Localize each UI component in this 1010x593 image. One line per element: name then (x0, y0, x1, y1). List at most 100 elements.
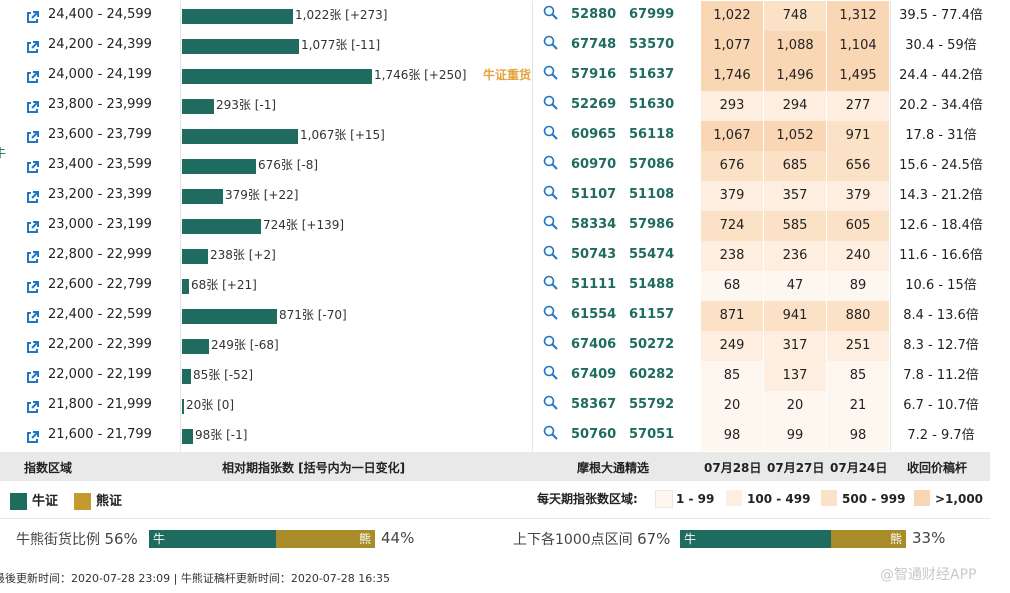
search-icon[interactable] (543, 275, 559, 291)
warrant-code-link[interactable]: 51107 (571, 187, 617, 202)
warrant-code-link[interactable]: 52269 (571, 97, 617, 112)
volume-bar-label: 98张 [-1] (195, 428, 248, 442)
warrant-code-link[interactable]: 67748 (571, 37, 617, 52)
external-link-icon[interactable] (26, 159, 39, 173)
index-range: 23,600 - 23,799 (48, 127, 152, 142)
external-link-icon[interactable] (26, 369, 39, 383)
volume-bar-label: 676张 [-8] (258, 158, 319, 172)
volume-bar (182, 69, 372, 84)
warrant-code-link[interactable]: 57986 (629, 217, 675, 232)
volume-day-2: 585 (763, 211, 826, 241)
volume-bar-label: 85张 [-52] (193, 368, 254, 382)
search-icon[interactable] (543, 215, 559, 231)
search-icon[interactable] (543, 425, 559, 441)
header-range: 指数区域 (24, 461, 73, 475)
search-icon[interactable] (543, 365, 559, 381)
external-link-icon[interactable] (26, 189, 39, 203)
warrant-code-link[interactable]: 51637 (629, 67, 675, 82)
warrant-code-link[interactable]: 50272 (629, 337, 675, 352)
heavy-position-tag: 牛证重货 (482, 68, 531, 82)
warrant-code-link[interactable]: 67999 (629, 7, 675, 22)
external-link-icon[interactable] (26, 219, 39, 233)
warrant-code-link[interactable]: 55792 (629, 397, 675, 412)
volume-day-3: 1,312 (826, 1, 889, 31)
external-link-icon[interactable] (26, 39, 39, 53)
warrant-code-link[interactable]: 61554 (571, 307, 617, 322)
warrant-code-link[interactable]: 58367 (571, 397, 617, 412)
warrant-code-link[interactable]: 51630 (629, 97, 675, 112)
table-row: 24,200 - 24,399 1,077张 [-11] 67748 53570 1,0… (0, 31, 990, 61)
external-link-icon[interactable] (26, 9, 39, 23)
external-link-icon[interactable] (26, 249, 39, 263)
warrant-code-link[interactable]: 57086 (629, 157, 675, 172)
leverage-range: 17.8 - 31倍 (890, 121, 991, 151)
jpm-picks-cell: 58367 55792 (532, 391, 701, 421)
leverage-range: 15.6 - 24.5倍 (890, 151, 991, 181)
warrant-code-link[interactable]: 58334 (571, 217, 617, 232)
warrant-code-link[interactable]: 60965 (571, 127, 617, 142)
search-icon[interactable] (543, 335, 559, 351)
warrant-code-link[interactable]: 56118 (629, 127, 675, 142)
index-range: 21,600 - 21,799 (48, 427, 152, 442)
volume-day-1: 379 (700, 181, 763, 211)
leverage-range: 7.8 - 11.2倍 (890, 361, 991, 391)
search-icon[interactable] (543, 35, 559, 51)
warrant-code-link[interactable]: 60970 (571, 157, 617, 172)
warrant-code-link[interactable]: 50743 (571, 247, 617, 262)
search-icon[interactable] (543, 95, 559, 111)
external-link-icon[interactable] (26, 399, 39, 413)
volume-bar (182, 369, 191, 384)
external-link-icon[interactable] (26, 69, 39, 83)
search-icon[interactable] (543, 185, 559, 201)
jpm-picks-cell: 67409 60282 (532, 361, 701, 391)
warrant-code-link[interactable]: 51108 (629, 187, 675, 202)
legend-bull: 牛证 (10, 490, 58, 510)
warrant-code-link[interactable]: 60282 (629, 367, 675, 382)
volume-day-2: 1,088 (763, 31, 826, 61)
search-icon[interactable] (543, 395, 559, 411)
search-icon[interactable] (543, 155, 559, 171)
legend-bear: 熊证 (74, 490, 122, 510)
external-link-icon[interactable] (26, 429, 39, 443)
warrant-code-link[interactable]: 61157 (629, 307, 675, 322)
search-icon[interactable] (543, 125, 559, 141)
volume-bar-label: 871张 [-70] (279, 308, 347, 322)
volume-day-2: 357 (763, 181, 826, 211)
volume-bar-label: 724张 [+139] (263, 218, 345, 232)
warrant-code-link[interactable]: 52880 (571, 7, 617, 22)
external-link-icon[interactable] (26, 99, 39, 113)
external-link-icon[interactable] (26, 129, 39, 143)
external-link-icon[interactable] (26, 279, 39, 293)
warrant-code-link[interactable]: 51111 (571, 277, 617, 292)
volume-day-3: 98 (826, 421, 889, 451)
volume-day-3: 240 (826, 241, 889, 271)
volume-day-1: 98 (700, 421, 763, 451)
warrant-code-link[interactable]: 50760 (571, 427, 617, 442)
table-row: 22,200 - 22,399 249张 [-68] 67406 50272 249 31… (0, 331, 990, 361)
external-link-icon[interactable] (26, 309, 39, 323)
warrant-code-link[interactable]: 67409 (571, 367, 617, 382)
search-icon[interactable] (543, 245, 559, 261)
warrant-code-link[interactable]: 57916 (571, 67, 617, 82)
warrant-code-link[interactable]: 53570 (629, 37, 675, 52)
warrant-code-link[interactable]: 67406 (571, 337, 617, 352)
external-link-icon[interactable] (26, 339, 39, 353)
volume-bar-cell: 1,067张 [+15] (180, 121, 533, 151)
ratio1-bull-segment: 牛 (149, 530, 276, 548)
warrant-code-link[interactable]: 51488 (629, 277, 675, 292)
volume-bar (182, 39, 299, 54)
search-icon[interactable] (543, 305, 559, 321)
volume-bar (182, 279, 189, 294)
volume-bar (182, 99, 214, 114)
search-icon[interactable] (543, 5, 559, 21)
search-icon[interactable] (543, 65, 559, 81)
ratio2-bar: 牛 熊 (680, 530, 906, 548)
volume-day-3: 379 (826, 181, 889, 211)
volume-bar-cell: 1,746张 [+250] 牛证重货 (180, 61, 533, 91)
index-range: 22,400 - 22,599 (48, 307, 152, 322)
header-bars: 相对期指张数 [括号内为一日变化] (222, 461, 406, 475)
ratio2-bull-segment: 牛 (680, 530, 831, 548)
warrant-code-link[interactable]: 55474 (629, 247, 675, 262)
warrant-code-link[interactable]: 57051 (629, 427, 675, 442)
table-row: 22,000 - 22,199 85张 [-52] 67409 60282 85 137 8… (0, 361, 990, 391)
